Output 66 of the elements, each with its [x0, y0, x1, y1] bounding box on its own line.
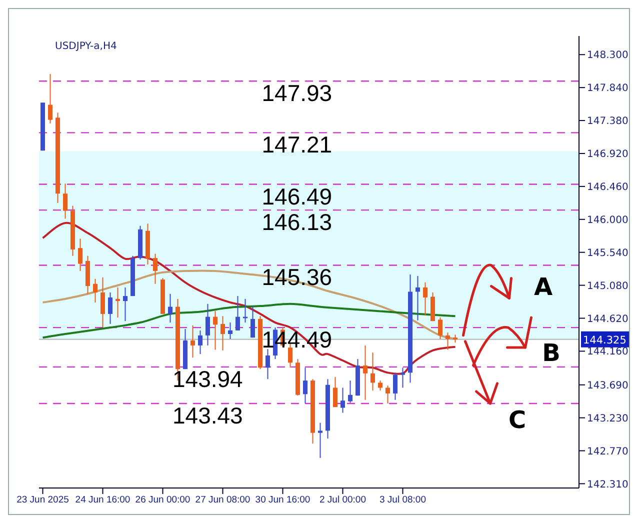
y-tick-label: 148.300 [587, 50, 628, 62]
candlestick [153, 253, 158, 284]
candlestick [370, 352, 375, 392]
candlestick [100, 276, 105, 328]
candlestick [48, 73, 52, 124]
candlestick [116, 286, 120, 318]
x-tick-label: 2 Jul 00:00 [320, 494, 366, 506]
x-tick-label: 26 Jun 00:00 [135, 494, 190, 506]
candlestick [393, 372, 398, 400]
candlestick [333, 376, 338, 408]
annotation: C [508, 406, 526, 434]
candlestick [266, 348, 270, 380]
candlestick [198, 330, 202, 355]
ref-line-label: 144.325 [583, 334, 626, 346]
annotation: A [534, 272, 553, 301]
candlestick [78, 238, 82, 272]
candlestick [400, 367, 405, 388]
y-tick-label: 146.920 [587, 149, 628, 160]
y-tick-label: 145.540 [587, 248, 628, 259]
candlestick [220, 316, 225, 351]
ref-line-label: 143.43 [172, 402, 243, 428]
ref-line-label: 146.13 [262, 209, 332, 236]
candlestick [63, 183, 68, 220]
candlestick [213, 310, 218, 350]
candlestick [416, 275, 420, 321]
candlestick [168, 293, 172, 324]
candlestick [378, 380, 382, 392]
x-tick-label: 24 Jun 16:00 [75, 494, 130, 506]
ref-line-label: 146.49 [262, 183, 332, 210]
y-tick-label: 143.690 [587, 380, 628, 392]
text: USDJPY-a,H4 [55, 41, 117, 52]
candlestick [318, 422, 322, 458]
x-tick-label: 27 Jun 08:00 [195, 494, 250, 506]
candlestick [303, 367, 308, 404]
y-tick-label: 147.380 [587, 116, 628, 128]
candlestick [123, 286, 128, 322]
candlestick [93, 278, 98, 303]
y-tick-label: 146.000 [587, 214, 628, 226]
candlestick [250, 306, 255, 338]
candlestick [108, 292, 112, 324]
ref-line-label: 143.94 [172, 366, 244, 392]
candlestick [206, 303, 210, 346]
ref-line-label: 147.93 [262, 80, 332, 106]
ref-line-label: 147.21 [262, 132, 332, 158]
y-tick-label: 144.620 [587, 314, 628, 325]
candlestick [438, 317, 442, 340]
annotation: B [542, 339, 560, 368]
y-tick-label: 142.770 [587, 446, 628, 458]
candlestick [386, 385, 390, 404]
x-tick-label: 30 Jun 16:00 [255, 494, 310, 506]
candlestick [423, 282, 428, 316]
y-tick-label: 143.230 [587, 413, 628, 424]
candlestick [340, 387, 345, 414]
y-tick-label: 145.080 [587, 280, 628, 292]
candlestick [363, 344, 368, 400]
candlestick [348, 380, 352, 404]
candlestick [236, 296, 240, 331]
y-tick-label: 144.160 [587, 346, 628, 358]
x-tick-label: 23 Jun 2025 [16, 494, 69, 506]
y-tick-label: 142.310 [587, 479, 628, 490]
candlestick [190, 324, 195, 358]
y-tick-label: 146.460 [587, 182, 628, 193]
candlestick [228, 322, 232, 340]
candlestick [446, 332, 450, 350]
y-tick-label: 147.840 [587, 83, 628, 94]
x-tick-label: 3 Jul 08:00 [380, 494, 426, 506]
